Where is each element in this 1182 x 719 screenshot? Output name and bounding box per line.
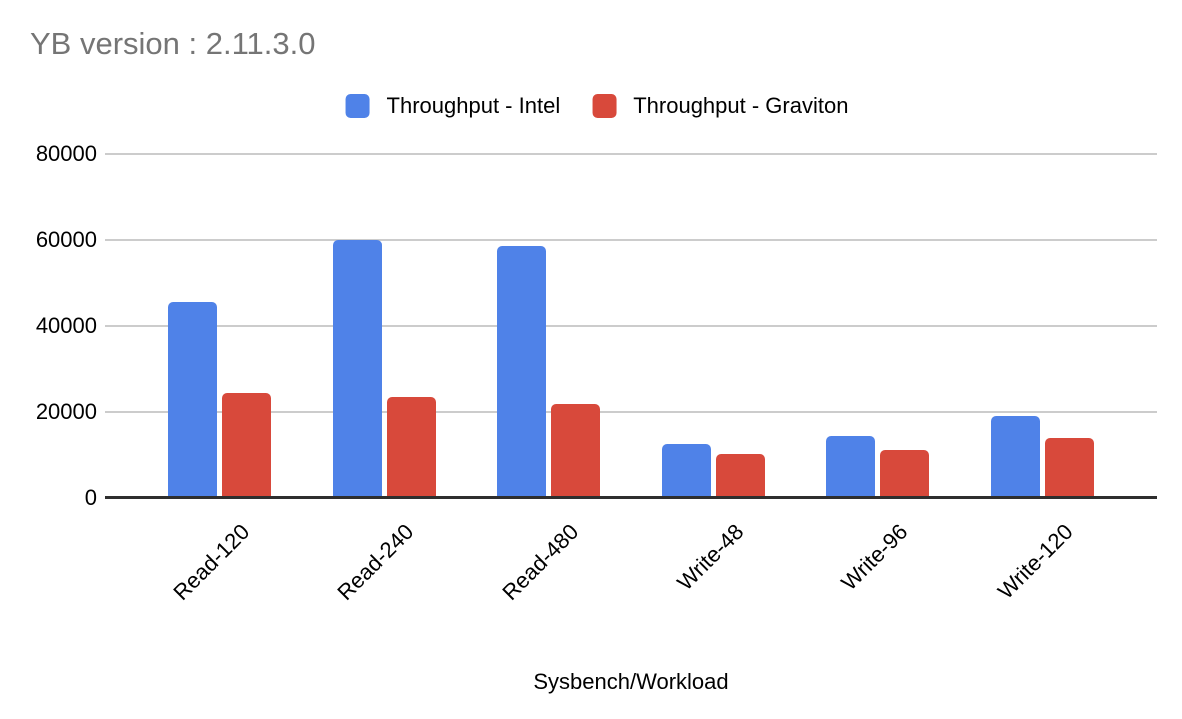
- legend-swatch-icon: [345, 94, 370, 118]
- y-tick-label-20000: 20000: [35, 399, 97, 424]
- bar-write-48-graviton: [715, 453, 765, 498]
- bar-write-96-intel: [826, 436, 876, 498]
- y-tick-label-60000: 60000: [35, 227, 97, 252]
- chart-title: YB version : 2.11.3.0: [30, 26, 316, 61]
- bar-read-240-intel: [332, 239, 382, 498]
- legend-label: Throughput - Graviton: [633, 93, 849, 118]
- bar-read-240-graviton: [386, 396, 436, 498]
- y-tick-label-0: 0: [84, 485, 97, 510]
- legend: Throughput - Intel Throughput - Graviton: [345, 93, 848, 119]
- legend-item-intel: Throughput - Intel: [345, 93, 561, 119]
- x-axis-title: Sysbench/Workload: [533, 669, 729, 694]
- bar-write-120-graviton: [1045, 438, 1094, 498]
- x-tick-label-write-48: Write-48: [671, 519, 748, 596]
- gridline-20000: [105, 411, 1157, 413]
- bar-read-120-graviton: [222, 392, 271, 498]
- bar-read-120-intel: [168, 301, 217, 498]
- x-axis-line: [105, 496, 1157, 499]
- x-tick-label-read-120: Read-120: [168, 519, 255, 606]
- legend-item-graviton: Throughput - Graviton: [592, 93, 848, 119]
- x-tick-label-write-120: Write-120: [992, 519, 1078, 604]
- bar-read-480-graviton: [551, 403, 601, 498]
- legend-swatch-icon: [592, 94, 617, 118]
- legend-label: Throughput - Intel: [386, 93, 561, 118]
- bar-write-120-intel: [991, 415, 1040, 498]
- bar-read-480-intel: [497, 246, 547, 498]
- bar-write-48-intel: [661, 443, 711, 498]
- gridline-40000: [105, 325, 1157, 327]
- y-tick-label-80000: 80000: [35, 141, 97, 166]
- gridline-80000: [105, 153, 1157, 155]
- bar-write-96-graviton: [880, 449, 930, 498]
- plot-area: [105, 153, 1157, 499]
- y-tick-label-40000: 40000: [35, 313, 97, 338]
- x-tick-label-read-480: Read-480: [497, 519, 584, 606]
- x-tick-label-write-96: Write-96: [836, 519, 913, 596]
- gridline-60000: [105, 239, 1157, 241]
- x-tick-label-read-240: Read-240: [332, 519, 419, 606]
